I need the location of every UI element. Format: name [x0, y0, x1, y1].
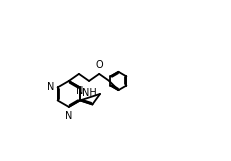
Text: N: N [76, 86, 84, 96]
Text: N: N [65, 111, 73, 121]
Text: O: O [95, 60, 103, 70]
Text: NH: NH [82, 89, 97, 99]
Text: N: N [47, 82, 55, 92]
